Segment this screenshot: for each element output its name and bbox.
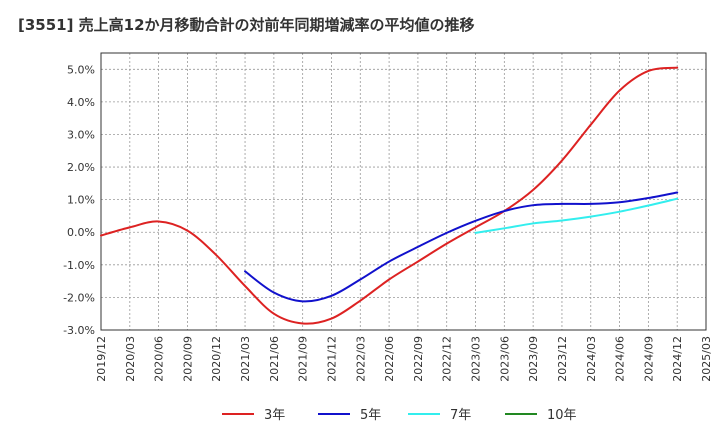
x-tick-label: 2021/06 bbox=[268, 336, 281, 382]
y-axis-ticks: -3.0% -2.0% -1.0% 0.0% 1.0% 2.0% 3.0% 4.0% 5.0% bbox=[63, 63, 95, 337]
plot-frame bbox=[100, 52, 707, 331]
x-axis-ticks: 2019/12 2020/03 2020/06 2020/09 2020/12 2021/… bbox=[95, 336, 713, 382]
legend-label-3: 7年 bbox=[450, 408, 471, 423]
x-tick-label: 2024/03 bbox=[585, 336, 598, 382]
legend: 3年 5年 7年 10年 bbox=[222, 408, 577, 423]
y-tick-label: -3.0% bbox=[63, 324, 95, 337]
x-tick-label: 2019/12 bbox=[95, 336, 108, 382]
x-tick-label: 2021/03 bbox=[239, 336, 252, 382]
legend-label-1: 3年 bbox=[264, 408, 285, 423]
x-tick-label: 2022/06 bbox=[383, 336, 396, 382]
x-tick-label: 2024/06 bbox=[614, 336, 627, 382]
x-tick-label: 2024/12 bbox=[671, 336, 684, 382]
x-tick-label: 2021/12 bbox=[325, 336, 338, 382]
series-line-3 bbox=[474, 197, 679, 234]
x-tick-label: 2022/12 bbox=[441, 336, 454, 382]
y-tick-label: 5.0% bbox=[67, 63, 95, 76]
y-tick-label: 2.0% bbox=[67, 161, 95, 174]
x-tick-label: 2020/12 bbox=[210, 336, 223, 382]
legend-label-4: 10年 bbox=[547, 408, 577, 423]
y-tick-label: -1.0% bbox=[63, 259, 95, 272]
x-tick-label: 2023/06 bbox=[498, 336, 511, 382]
grid-layer bbox=[101, 53, 706, 330]
plot-background bbox=[101, 53, 706, 330]
chart-title: [3551] 売上高12か月移動合計の対前年同期増減率の平均値の推移 bbox=[18, 16, 475, 34]
series-line-1 bbox=[100, 66, 679, 325]
y-tick-label: 0.0% bbox=[67, 226, 95, 239]
legend-label-2: 5年 bbox=[360, 408, 381, 423]
x-tick-label: 2023/03 bbox=[470, 336, 483, 382]
x-tick-label: 2022/09 bbox=[412, 336, 425, 382]
series-layer bbox=[100, 66, 679, 325]
x-tick-label: 2023/12 bbox=[556, 336, 569, 382]
y-tick-label: 3.0% bbox=[67, 128, 95, 141]
x-tick-label: 2022/03 bbox=[354, 336, 367, 382]
x-tick-label: 2023/09 bbox=[527, 336, 540, 382]
x-tick-label: 2024/09 bbox=[642, 336, 655, 382]
x-tick-label: 2020/09 bbox=[181, 336, 194, 382]
y-tick-label: 4.0% bbox=[67, 96, 95, 109]
x-tick-label: 2021/09 bbox=[297, 336, 310, 382]
x-tick-label: 2020/06 bbox=[153, 336, 166, 382]
y-tick-label: -2.0% bbox=[63, 291, 95, 304]
y-tick-label: 1.0% bbox=[67, 194, 95, 207]
x-tick-label: 2025/03 bbox=[700, 336, 713, 382]
series-line-2 bbox=[244, 191, 679, 303]
x-tick-label: 2020/03 bbox=[124, 336, 137, 382]
